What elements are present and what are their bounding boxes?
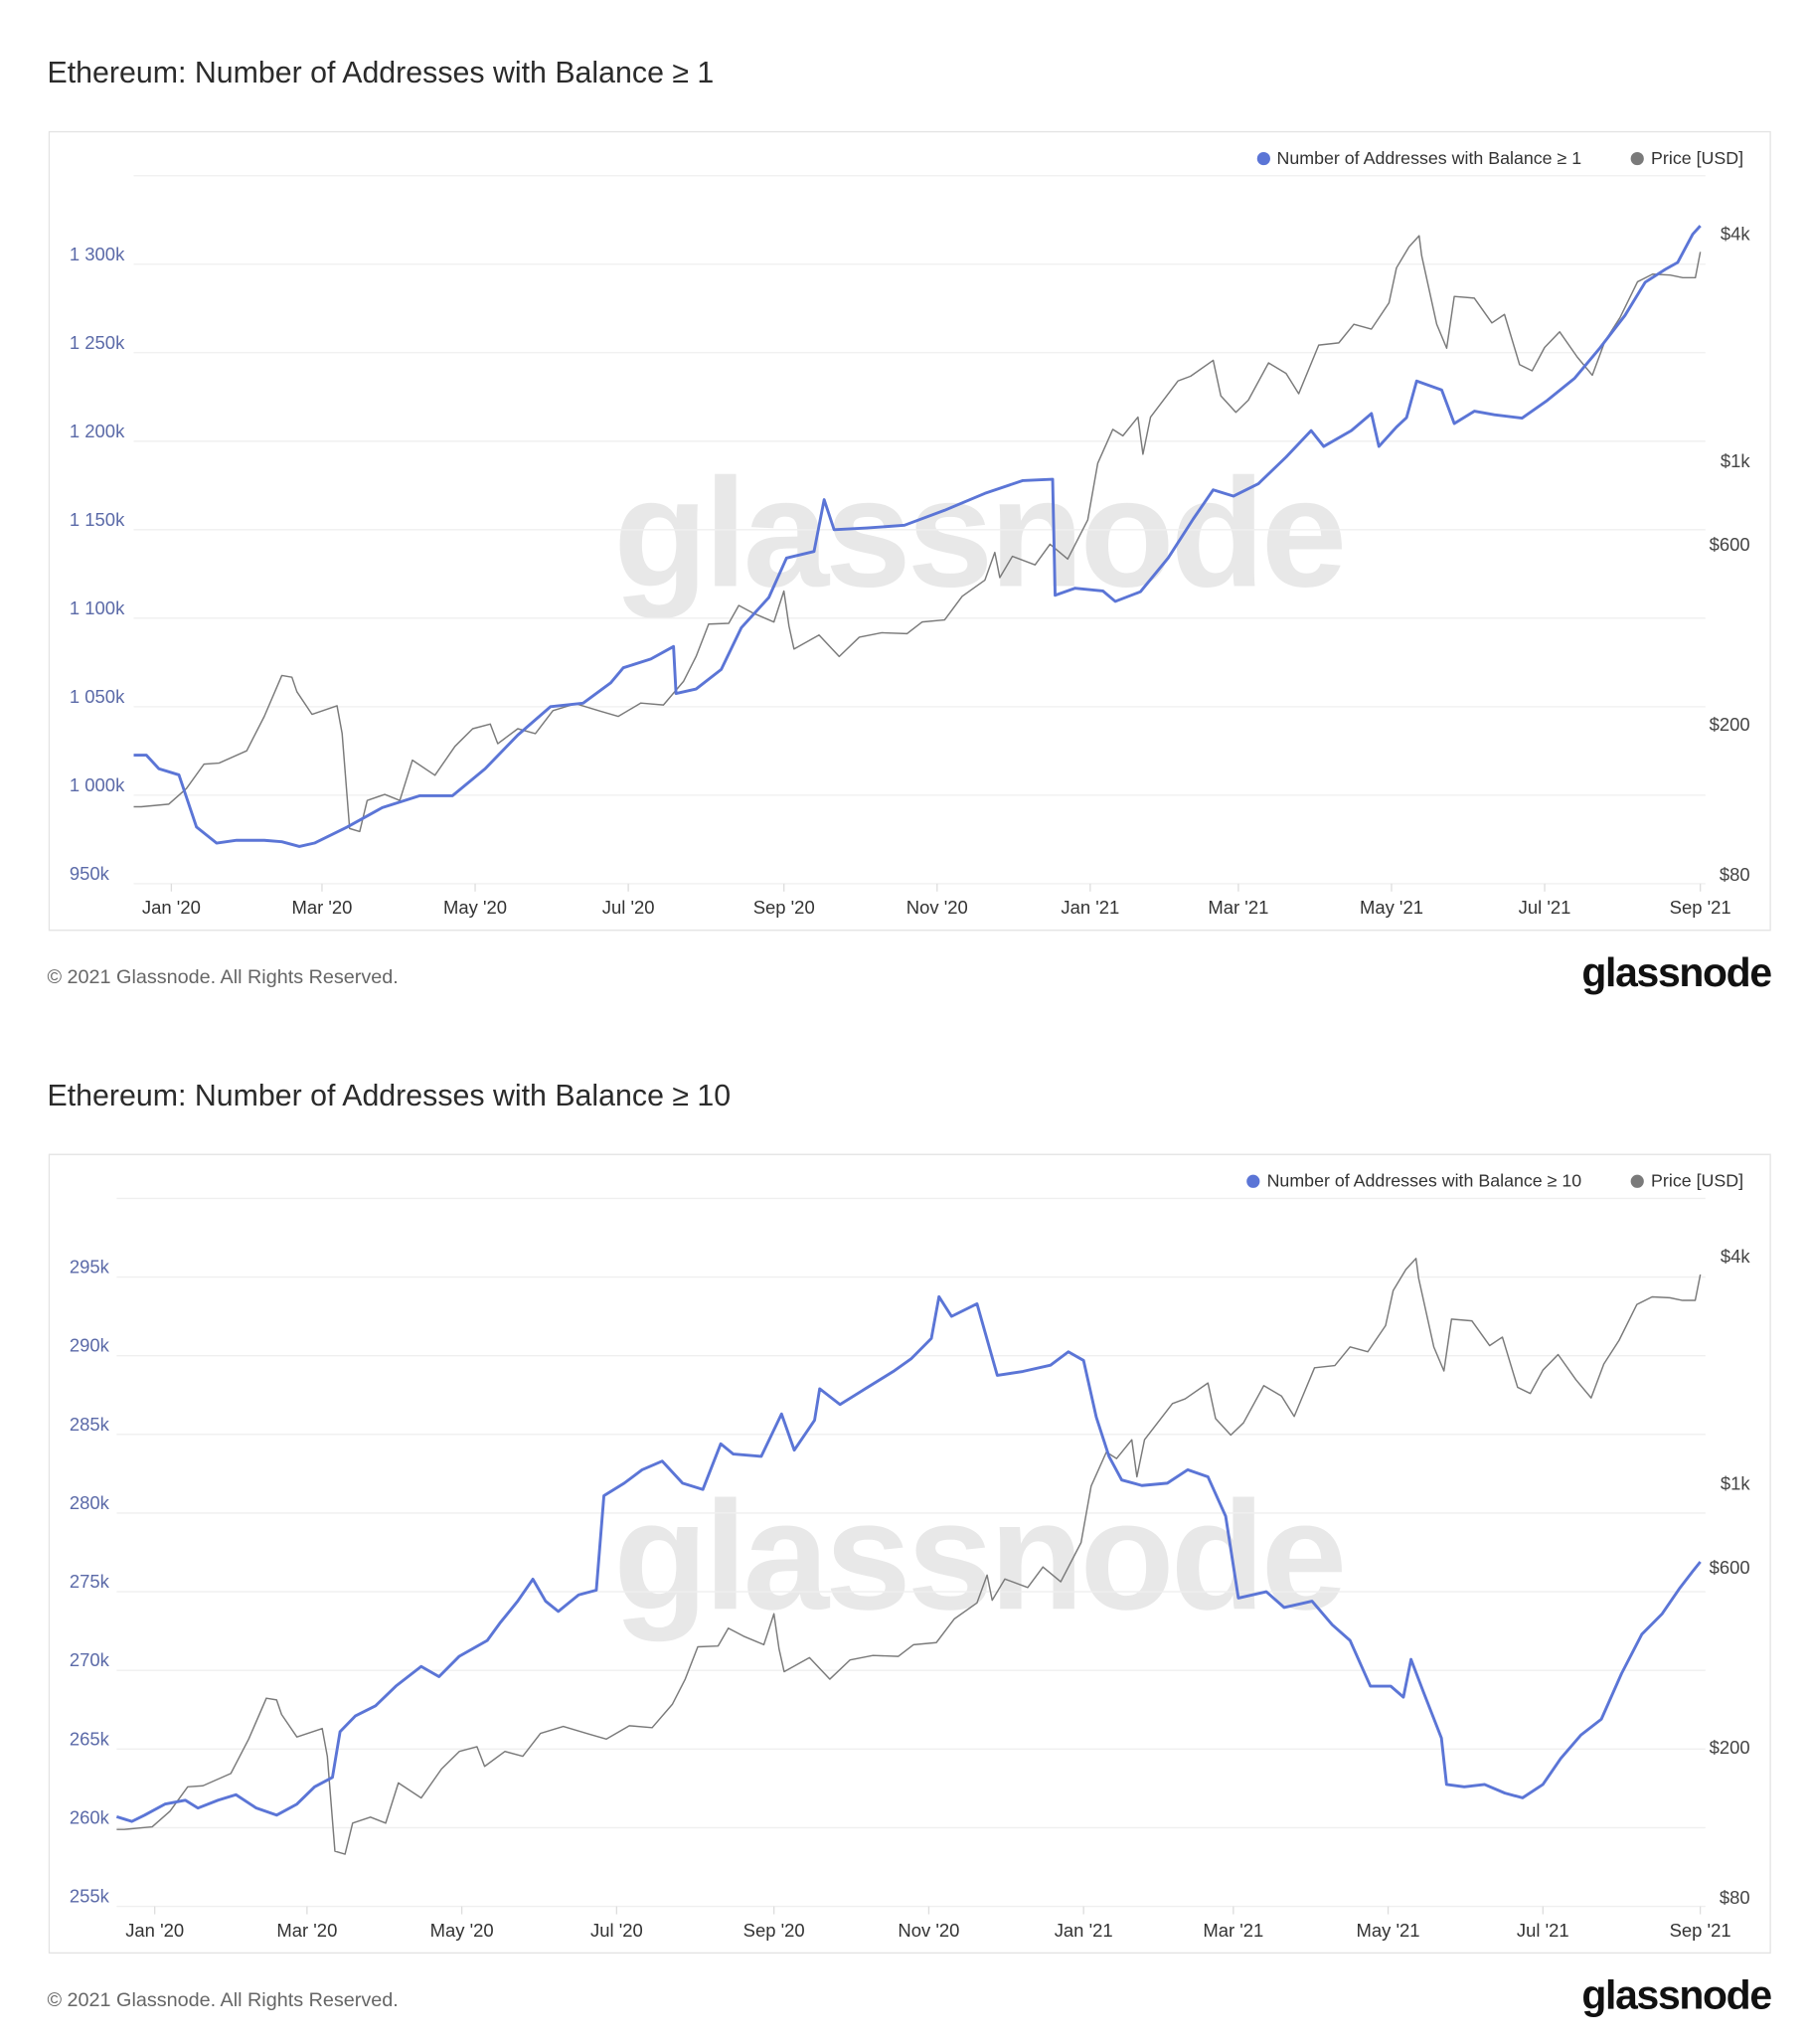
x-tick-label: Nov '20: [906, 897, 968, 918]
x-tick-label: Sep '21: [1670, 1920, 1731, 1941]
legend-dot-icon: [1256, 151, 1270, 165]
legend-label: Number of Addresses with Balance ≥ 10: [1266, 1170, 1582, 1191]
y-right-tick-label: $200: [1710, 714, 1750, 735]
copyright: © 2021 Glassnode. All Rights Reserved.: [47, 1988, 399, 2012]
x-tick-label: Jan '21: [1055, 1920, 1113, 1941]
legend: Number of Addresses with Balance ≥ 10 Pr…: [1246, 1170, 1743, 1191]
watermark: glassnode: [613, 1469, 1347, 1643]
y-left-tick-label: 1 100k: [70, 597, 125, 618]
x-tick-label: Sep '21: [1670, 897, 1731, 918]
y-right-tick-label: $1k: [1721, 450, 1751, 471]
y-left-tick-label: 285k: [70, 1414, 110, 1435]
addresses-series-line: [133, 225, 1702, 848]
y-right-tick-label: $200: [1710, 1737, 1750, 1758]
y-left-tick-label: 255k: [70, 1886, 110, 1907]
legend-item-addresses[interactable]: Number of Addresses with Balance ≥ 10: [1246, 1170, 1582, 1191]
y-left-tick-label: 950k: [70, 863, 110, 884]
legend-label: Price [USD]: [1651, 148, 1744, 168]
x-tick-label: Jul '20: [602, 897, 655, 918]
copyright: © 2021 Glassnode. All Rights Reserved.: [47, 965, 399, 989]
y-left-tick-label: 275k: [70, 1571, 110, 1592]
legend-item-price[interactable]: Price [USD]: [1631, 1171, 1743, 1191]
x-tick-label: Mar '21: [1208, 897, 1268, 918]
watermark: glassnode: [613, 446, 1347, 620]
legend-label: Number of Addresses with Balance ≥ 1: [1276, 148, 1582, 168]
y-right-tick-label: $4k: [1721, 223, 1751, 244]
y-right-tick-label: $1k: [1721, 1473, 1751, 1494]
price-series-line: [133, 235, 1702, 833]
x-tick-label: Jan '20: [142, 897, 201, 918]
y-right-tick-label: $4k: [1721, 1246, 1751, 1267]
chart-title: Ethereum: Number of Addresses with Balan…: [47, 55, 715, 89]
x-tick-label: May '20: [443, 897, 507, 918]
x-tick-label: May '20: [430, 1920, 494, 1941]
x-tick-label: Jul '20: [590, 1920, 643, 1941]
x-tick-label: Mar '20: [291, 897, 352, 918]
x-tick-label: Nov '20: [898, 1920, 959, 1941]
x-tick-label: May '21: [1357, 1920, 1420, 1941]
chart-svg: 950k 1 000k 1 050k 1 100k 1 150k 1 200k 1 250k…: [70, 175, 1751, 918]
x-tick-label: Mar '20: [276, 1920, 337, 1941]
price-series-line: [116, 1258, 1702, 1855]
legend-item-addresses[interactable]: Number of Addresses with Balance ≥ 1: [1256, 148, 1582, 168]
glassnode-logo: glassnode: [1581, 1971, 1772, 2018]
chart-title: Ethereum: Number of Addresses with Balan…: [47, 1078, 732, 1112]
y-left-tick-label: 270k: [70, 1649, 110, 1670]
legend-dot-icon: [1246, 1174, 1260, 1188]
chart-svg: 255k 260k 265k 270k 275k 280k 285k 290k 295k $80 $…: [70, 1197, 1751, 1941]
chart-panel: glassnode 950k 1 000k 1 050k 1 100k 1 150k 1 …: [48, 130, 1771, 932]
y-right-tick-label: $80: [1720, 1887, 1750, 1908]
y-left-tick-label: 265k: [70, 1728, 110, 1749]
legend-dot-icon: [1631, 1174, 1645, 1188]
x-tick-label: Jan '21: [1061, 897, 1119, 918]
y-left-tick-label: 1 200k: [70, 421, 125, 441]
y-right-tick-label: $600: [1710, 1557, 1750, 1578]
y-left-tick-label: 290k: [70, 1335, 110, 1356]
y-right-tick-label: $600: [1710, 534, 1750, 555]
x-tick-label: Sep '20: [743, 1920, 805, 1941]
chart-panel: glassnode 255k 260k 265k 270k 275k 280k 285k 29…: [48, 1153, 1771, 1955]
y-left-tick-label: 295k: [70, 1257, 110, 1278]
y-left-tick-label: 1 300k: [70, 244, 125, 264]
x-tick-label: Jan '20: [125, 1920, 184, 1941]
glassnode-logo: glassnode: [1581, 948, 1772, 995]
x-tick-label: May '21: [1360, 897, 1423, 918]
legend-item-price[interactable]: Price [USD]: [1631, 148, 1743, 168]
y-left-tick-label: 260k: [70, 1807, 110, 1828]
x-tick-label: Jul '21: [1517, 1920, 1569, 1941]
y-left-tick-label: 1 150k: [70, 509, 125, 530]
x-tick-label: Sep '20: [753, 897, 815, 918]
addresses-series-line: [115, 1294, 1702, 1823]
y-left-tick-label: 1 050k: [70, 686, 125, 707]
y-left-tick-label: 1 250k: [70, 332, 125, 353]
y-right-tick-label: $80: [1720, 864, 1750, 885]
y-left-tick-label: 1 000k: [70, 774, 125, 795]
legend-dot-icon: [1631, 151, 1645, 165]
y-left-tick-label: 280k: [70, 1492, 110, 1513]
x-tick-label: Mar '21: [1203, 1920, 1263, 1941]
legend: Number of Addresses with Balance ≥ 1 Pri…: [1256, 148, 1743, 168]
x-tick-label: Jul '21: [1519, 897, 1571, 918]
legend-label: Price [USD]: [1651, 1170, 1744, 1191]
